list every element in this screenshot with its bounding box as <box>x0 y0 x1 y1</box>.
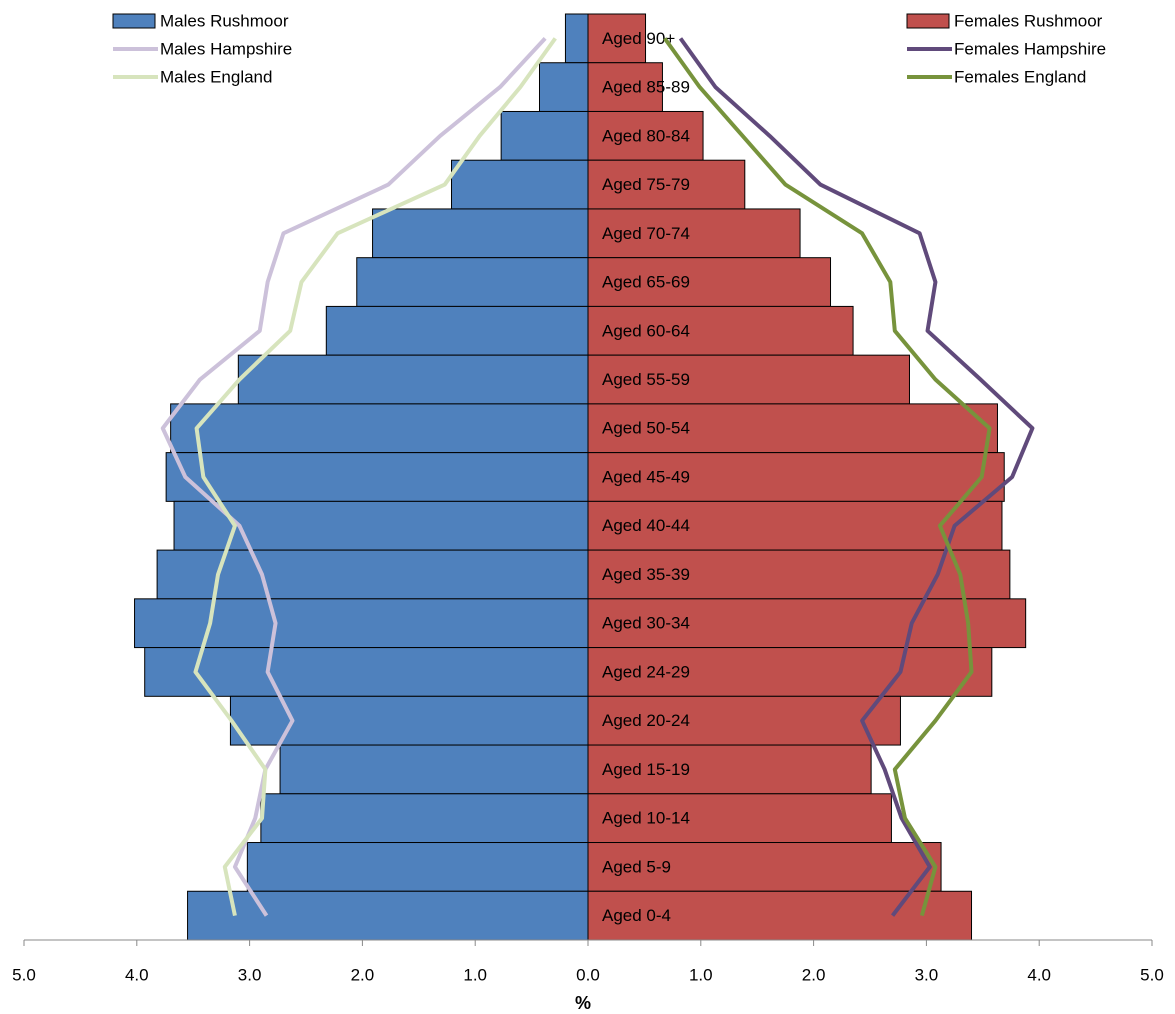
bar <box>587 159 746 210</box>
legend-label: Females England <box>954 67 1086 86</box>
x-tick-label: 1.0 <box>463 965 487 984</box>
bar <box>587 695 901 746</box>
category-label: Aged 50-54 <box>602 419 690 438</box>
category-label: Aged 65-69 <box>602 273 690 292</box>
category-label: Aged 45-49 <box>602 467 690 486</box>
category-label: Aged 55-59 <box>602 370 690 389</box>
category-label: Aged 20-24 <box>602 711 690 730</box>
legend-swatch <box>112 13 156 29</box>
category-label: Aged 90+ <box>602 29 675 48</box>
bar <box>246 842 589 892</box>
legend-label: Females Rushmoor <box>954 11 1103 30</box>
x-tick-label: 1.0 <box>689 965 713 984</box>
bar <box>229 695 589 746</box>
bar <box>165 452 589 502</box>
legend-label: Males Hampshire <box>160 39 292 58</box>
bar <box>587 62 663 112</box>
x-tick-label: 3.0 <box>238 965 262 984</box>
bar <box>500 110 589 161</box>
category-label: Aged 15-19 <box>602 760 690 779</box>
bar <box>260 793 589 844</box>
x-tick-label: 4.0 <box>125 965 149 984</box>
bar <box>279 744 589 795</box>
x-tick-label: 5.0 <box>12 965 36 984</box>
legend-label: Males Rushmoor <box>160 11 289 30</box>
category-label: Aged 80-84 <box>602 126 690 145</box>
bar <box>587 13 647 64</box>
category-label: Aged 60-64 <box>602 321 690 340</box>
bar <box>187 890 589 941</box>
bar <box>325 305 589 356</box>
category-label: Aged 10-14 <box>602 809 690 828</box>
bar <box>356 257 589 307</box>
legend-label: Males England <box>160 67 272 86</box>
x-tick-label: 2.0 <box>351 965 375 984</box>
bar <box>134 598 589 649</box>
bar <box>587 257 832 307</box>
bar <box>587 744 872 795</box>
category-label: Aged 85-89 <box>602 78 690 97</box>
category-label: Aged 40-44 <box>602 516 690 535</box>
bar <box>173 500 589 551</box>
category-label: Aged 35-39 <box>602 565 690 584</box>
x-tick-label: 4.0 <box>1027 965 1051 984</box>
bar <box>587 890 973 941</box>
x-tick-label: 0.0 <box>576 965 600 984</box>
category-label: Aged 0-4 <box>602 906 671 925</box>
bar <box>587 598 1027 649</box>
bar <box>587 647 993 697</box>
bar <box>564 13 589 64</box>
line <box>663 37 992 917</box>
bar <box>587 842 942 892</box>
legend-label: Females Hampshire <box>954 39 1106 58</box>
category-label: Aged 5-9 <box>602 857 671 876</box>
bar <box>587 500 1003 551</box>
bar <box>587 403 998 454</box>
category-label: Aged 70-74 <box>602 224 690 243</box>
bar <box>538 62 589 112</box>
line <box>678 37 1035 917</box>
category-label: Aged 30-34 <box>602 614 690 633</box>
bar <box>372 208 589 259</box>
x-tick-label: 3.0 <box>915 965 939 984</box>
line <box>193 37 557 917</box>
x-axis-label: % <box>575 993 591 1013</box>
category-label: Aged 75-79 <box>602 175 690 194</box>
category-label: Aged 24-29 <box>602 662 690 681</box>
x-tick-label: 5.0 <box>1140 965 1164 984</box>
bar <box>237 354 589 405</box>
bar <box>587 793 892 844</box>
bar <box>451 159 589 210</box>
bar <box>170 403 589 454</box>
bar <box>156 549 589 600</box>
legend-swatch <box>906 13 950 29</box>
bar <box>144 647 589 697</box>
bar <box>587 354 910 405</box>
bar <box>587 452 1005 502</box>
x-tick-label: 2.0 <box>802 965 826 984</box>
